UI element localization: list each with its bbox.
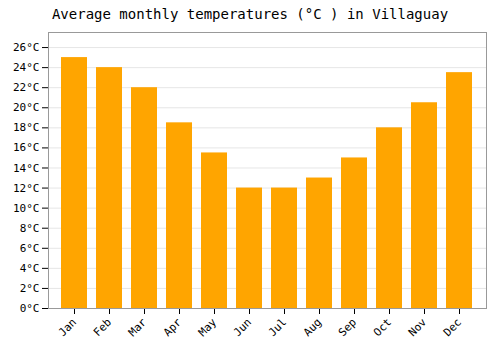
svg-text:20°C: 20°C <box>13 101 40 114</box>
svg-text:4°C: 4°C <box>20 262 40 275</box>
svg-text:Jan: Jan <box>56 316 79 339</box>
svg-text:12°C: 12°C <box>13 182 40 195</box>
svg-text:22°C: 22°C <box>13 81 40 94</box>
svg-text:Jun: Jun <box>231 316 254 339</box>
svg-text:26°C: 26°C <box>13 41 40 54</box>
svg-text:8°C: 8°C <box>20 222 40 235</box>
svg-text:Sep: Sep <box>336 316 359 339</box>
svg-text:0°C: 0°C <box>20 302 40 315</box>
svg-text:14°C: 14°C <box>13 162 40 175</box>
svg-text:Mar: Mar <box>126 315 150 339</box>
svg-text:18°C: 18°C <box>13 121 40 134</box>
svg-text:Apr: Apr <box>161 315 185 339</box>
html-text:Average monthly temperatures (: Average monthly temperatures (°C ) in Vi… <box>51 6 449 22</box>
svg-text:Nov: Nov <box>406 315 430 339</box>
svg-text:6°C: 6°C <box>20 242 40 255</box>
svg-text:May: May <box>196 315 220 339</box>
svg-text:Jul: Jul <box>266 316 289 339</box>
svg-text:Dec: Dec <box>441 316 464 339</box>
svg-text:2°C: 2°C <box>20 282 40 295</box>
svg-text:Aug: Aug <box>301 316 324 339</box>
svg-text:Oct: Oct <box>371 316 394 339</box>
svg-text:16°C: 16°C <box>13 141 40 154</box>
svg-text:24°C: 24°C <box>13 61 40 74</box>
svg-text:10°C: 10°C <box>13 202 40 215</box>
svg-text:Feb: Feb <box>91 316 114 339</box>
